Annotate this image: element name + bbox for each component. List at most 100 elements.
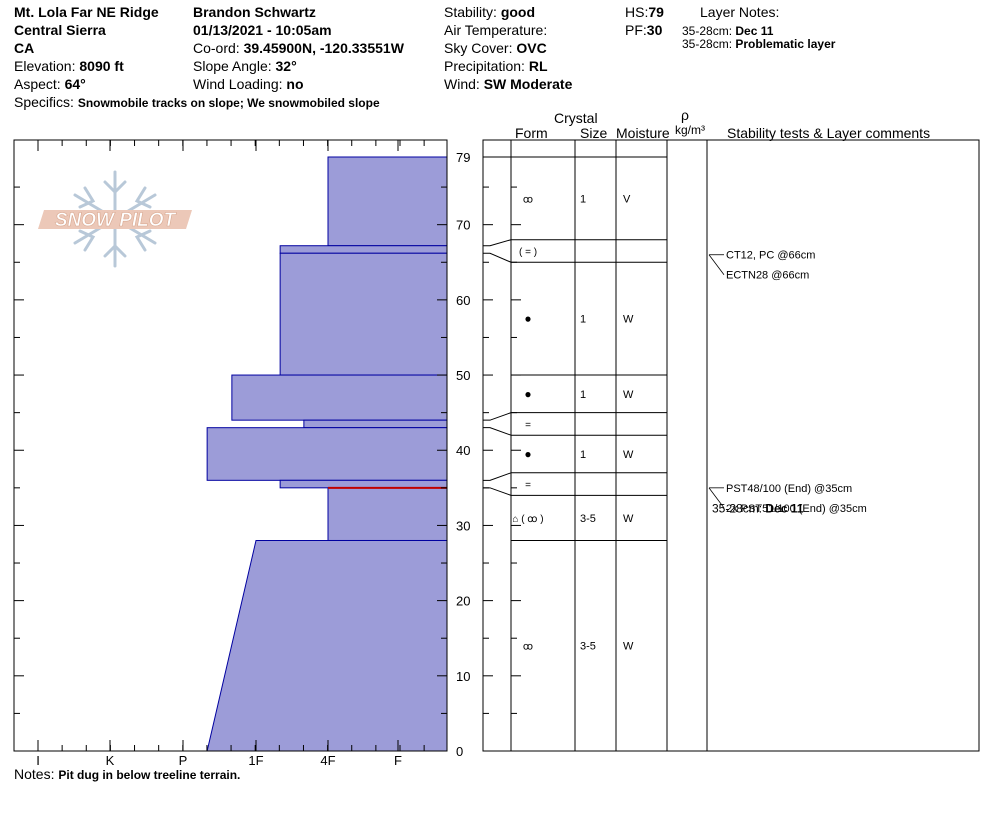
pf-label: PF: xyxy=(625,22,647,38)
form-header: Form xyxy=(515,125,548,141)
aspect-label: Aspect: xyxy=(14,76,61,92)
stability-tests: CT12, PC @66cm ECTN28 @66cm PST48/100 (End… xyxy=(708,250,867,515)
pf-value: 30 xyxy=(646,22,663,38)
test-leader xyxy=(708,254,725,275)
aspect-value: 64° xyxy=(64,76,86,92)
layer-connector xyxy=(483,472,512,481)
depth-axis: 0 10 20 30 40 50 60 70 79 xyxy=(14,150,470,759)
wind-label: Wind: xyxy=(444,76,480,92)
depth-tick-label: 50 xyxy=(456,368,470,383)
hardness-tick-label: P xyxy=(179,753,188,768)
crystal-size: 3-5 xyxy=(580,513,596,525)
wind-field: Wind: SW Moderate xyxy=(444,77,572,91)
hardness-layer xyxy=(279,245,448,254)
depth-tick-label: 0 xyxy=(456,744,463,759)
moisture-value: W xyxy=(623,641,634,653)
layer-notes-label: Layer Notes: xyxy=(700,4,780,20)
location-name: Mt. Lola Far NE Ridge xyxy=(14,4,159,20)
moisture-value: W xyxy=(623,389,634,401)
hardness-profile xyxy=(206,156,448,752)
crystal-form-symbol: ꝏ xyxy=(523,642,533,653)
precip-field: Precipitation: RL xyxy=(444,59,548,73)
logo-text: SNOW PILOT xyxy=(55,210,177,231)
coord-field: Co-ord: 39.45900N, -120.33551W xyxy=(193,41,404,55)
depth-tick-label: 30 xyxy=(456,518,470,533)
layer-note: 35-28cm: Problematic layer xyxy=(682,38,835,50)
observation-datetime: 01/13/2021 - 10:05am xyxy=(193,22,332,38)
crystal-form-symbol: ( = ) xyxy=(519,247,537,258)
elevation-label: Elevation: xyxy=(14,58,76,74)
hardness-layer xyxy=(279,479,448,489)
layer-note: 35-28cm: Dec 11 xyxy=(682,25,773,37)
crystal-header: Crystal xyxy=(554,110,598,126)
hardness-tick-label: I xyxy=(36,753,40,768)
hardness-tick-label: F xyxy=(394,753,402,768)
notes-label: Notes: xyxy=(14,766,55,782)
depth-tick-label: 79 xyxy=(456,150,470,165)
depth-tick-label: 70 xyxy=(456,218,470,233)
crystal-size: 1 xyxy=(580,389,586,401)
layer-table-frame xyxy=(482,139,980,752)
sky-cover-value: OVC xyxy=(516,40,547,56)
layer-note-range: 35-28cm: xyxy=(682,24,733,38)
crystal-size: 3-5 xyxy=(580,641,596,653)
sky-cover-field: Sky Cover: OVC xyxy=(444,41,547,55)
hardness-layer xyxy=(327,487,448,541)
stability-value: good xyxy=(500,4,536,20)
stability-field: Stability: good xyxy=(444,5,535,19)
moisture-header: Moisture xyxy=(616,125,670,141)
moisture-value: W xyxy=(623,449,634,461)
crystal-form-symbol: ꝏ xyxy=(523,194,533,205)
layer-comment-text: Dec 11 xyxy=(765,501,803,515)
crystal-form-symbol: ● xyxy=(524,387,531,401)
hardness-tick-label: 4F xyxy=(320,753,335,768)
crystal-size: 1 xyxy=(580,449,586,461)
hs-label: HS: xyxy=(625,4,649,20)
crystal-layers: ꝏ 1 V ( = ) ● 1 W ● 1 W = ● 1 W = ⌂ ( ꝏ ) 3-5 Wꝏ 3-5 W xyxy=(483,193,667,653)
stability-test-label: ECTN28 @66cm xyxy=(726,270,809,282)
air-temp-field: Air Temperature: xyxy=(444,23,547,37)
layer-connector xyxy=(483,427,512,436)
specifics-value: Snowmobile tracks on slope; We snowmobil… xyxy=(77,96,380,110)
air-temp-label: Air Temperature: xyxy=(444,22,548,38)
precip-value: RL xyxy=(528,58,548,74)
hs-value: 79 xyxy=(648,4,664,20)
rho-header: ρ xyxy=(681,107,689,123)
precip-label: Precipitation: xyxy=(444,58,525,74)
hardness-layer xyxy=(303,419,448,429)
range-name: Central Sierra xyxy=(14,22,106,38)
comments-header: Stability tests & Layer comments xyxy=(727,125,931,141)
layer-connector xyxy=(483,487,512,496)
elevation-field: Elevation: 8090 ft xyxy=(14,59,124,73)
stability-test-label: 2x PST51/100 (End) @35cm xyxy=(726,503,867,515)
test-leader xyxy=(708,487,725,509)
coord-value: 39.45900N, -120.33551W xyxy=(243,40,404,56)
crystal-form-symbol: ● xyxy=(524,447,531,461)
pf-field: PF:30 xyxy=(625,23,662,37)
wind-loading-field: Wind Loading: no xyxy=(193,77,304,91)
moisture-value: V xyxy=(623,193,631,205)
hardness-layer xyxy=(279,252,448,376)
depth-tick-label: 10 xyxy=(456,669,470,684)
sky-cover-label: Sky Cover: xyxy=(444,40,513,56)
hardness-frame xyxy=(13,139,448,752)
layer-connector xyxy=(483,412,512,421)
notes-field: Notes: Pit dug in below treeline terrain… xyxy=(14,767,240,781)
hardness-tick-label: 1F xyxy=(248,753,263,768)
layer-note-text: Problematic layer xyxy=(735,37,836,51)
moisture-value: W xyxy=(623,314,634,326)
crystal-size: 1 xyxy=(580,314,586,326)
state-name: CA xyxy=(14,40,35,56)
moisture-value: W xyxy=(623,513,634,525)
logo-banner xyxy=(38,210,192,229)
hardness-layer xyxy=(231,374,448,421)
stability-label: Stability: xyxy=(444,4,497,20)
specifics-label: Specifics: xyxy=(14,94,74,110)
specifics-field: Specifics: Snowmobile tracks on slope; W… xyxy=(14,95,380,109)
depth-tick-label: 60 xyxy=(456,293,470,308)
snowpilot-logo: SNOW PILOT xyxy=(38,170,192,268)
slope-value: 32° xyxy=(275,58,297,74)
hs-field: HS:79 xyxy=(625,5,664,19)
crystal-form-symbol: ● xyxy=(524,312,531,326)
hardness-tick-label: K xyxy=(106,753,115,768)
